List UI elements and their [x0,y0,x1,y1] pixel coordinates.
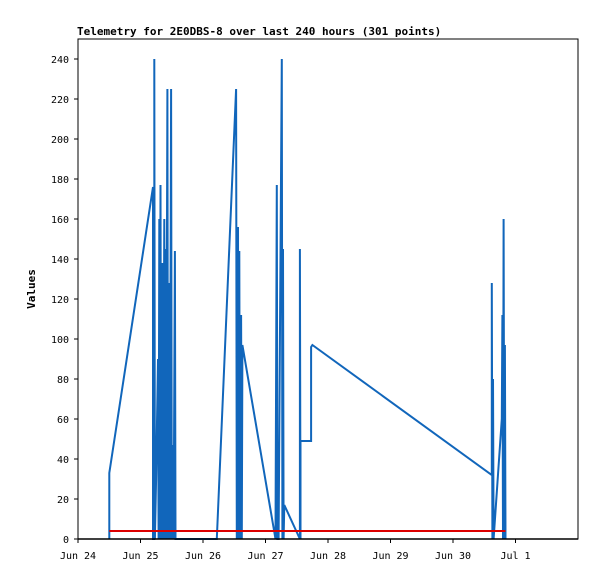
x-tick-label: Jul 1 [500,551,530,562]
y-tick-label: 120 [51,295,69,306]
y-tick-label: 80 [57,375,69,386]
x-tick-label: Jun 27 [247,551,283,562]
x-tick-label: Jun 28 [310,551,346,562]
x-tick-label: Jun 29 [372,551,408,562]
y-tick-label: 20 [57,495,69,506]
series-layer [78,58,578,540]
x-tick-label: Jun 24 [60,551,96,562]
y-axis: 0 20 40 60 80 100 120 140 160 180 200 220 240 [51,55,78,546]
series-1-line [108,58,507,540]
y-tick-label: 180 [51,175,69,186]
y-axis-label: Values [25,269,38,309]
chart-title: Telemetry for 2E0DBS-8 over last 240 hou… [77,25,441,38]
x-axis: Jun 24 Jun 25 Jun 26 Jun 27 Jun 28 Jun 29 Jun … [60,539,531,562]
y-tick-label: 240 [51,55,69,66]
x-tick-label: Jun 26 [185,551,221,562]
y-tick-label: 0 [63,535,69,546]
x-tick-label: Jun 25 [122,551,158,562]
y-tick-label: 140 [51,255,69,266]
x-tick-label: Jun 30 [435,551,471,562]
y-tick-label: 40 [57,455,69,466]
y-tick-label: 100 [51,335,69,346]
y-tick-label: 160 [51,215,69,226]
y-tick-label: 200 [51,135,69,146]
y-tick-label: 60 [57,415,69,426]
y-tick-label: 220 [51,95,69,106]
